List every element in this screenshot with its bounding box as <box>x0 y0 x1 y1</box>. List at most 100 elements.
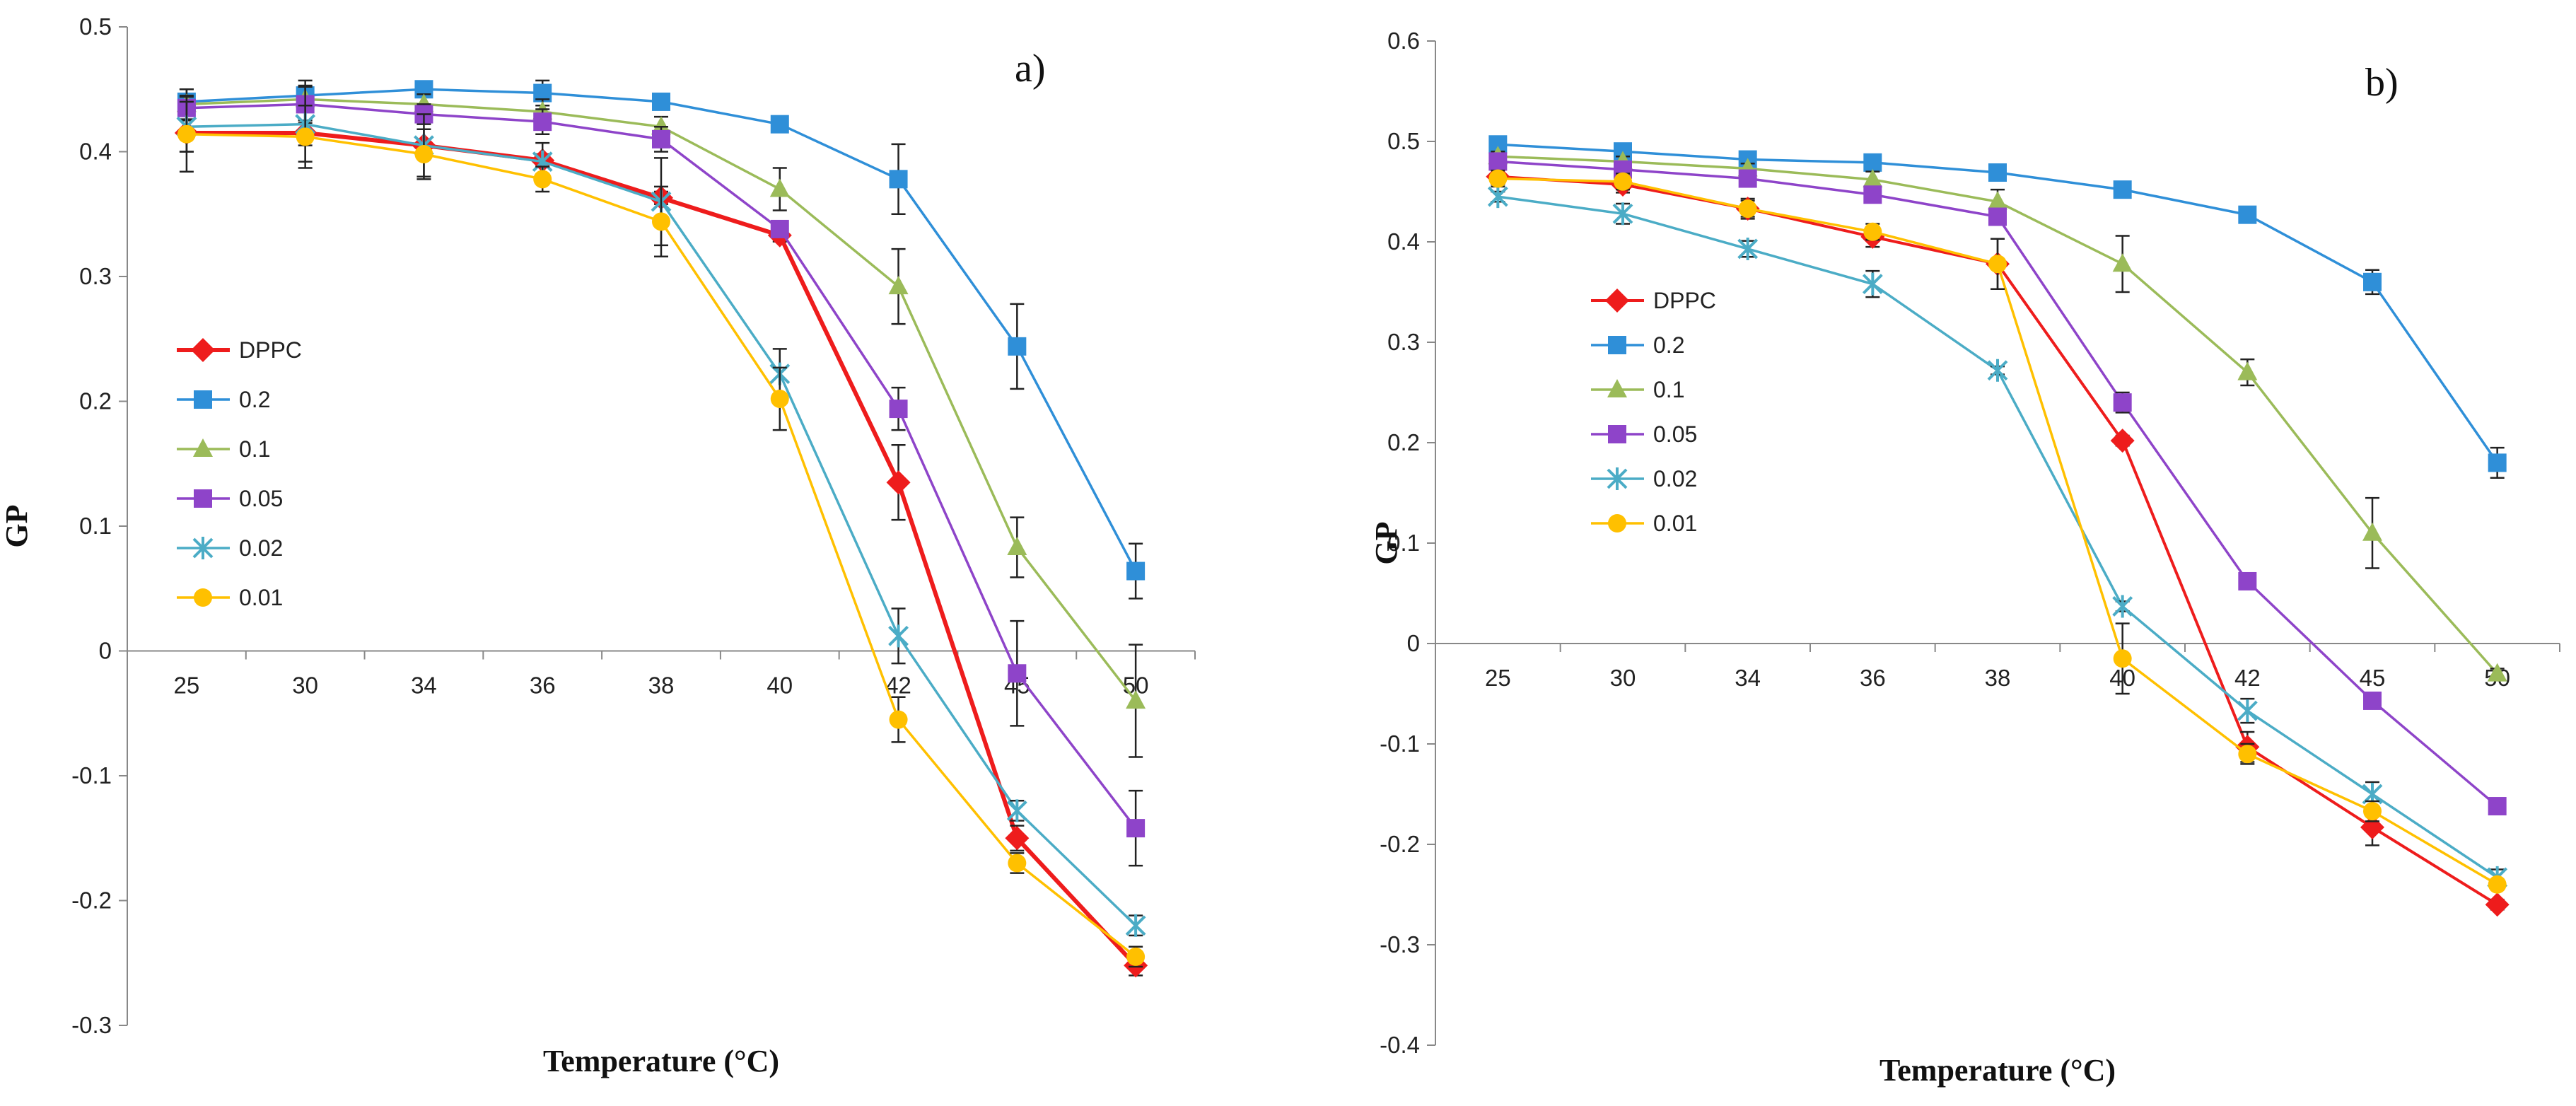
x-tick-label: 40 <box>767 673 793 699</box>
y-tick-label: 0 <box>99 638 112 664</box>
data-point <box>651 116 671 135</box>
x-tick-label: 34 <box>411 673 437 699</box>
data-point <box>1126 947 1146 966</box>
x-tick-label: 42 <box>2234 665 2261 691</box>
legend-label: DPPC <box>1653 288 1716 313</box>
data-point <box>1126 690 1146 709</box>
data-point <box>2488 875 2507 894</box>
data-point <box>1988 163 2007 182</box>
legend-item: DPPC <box>1591 288 1716 313</box>
data-point <box>1125 914 1146 937</box>
y-tick-label: -0.2 <box>1380 831 1420 857</box>
x-tick-label: 38 <box>1985 665 2011 691</box>
data-point <box>2112 595 2133 618</box>
legend-marker <box>193 438 213 457</box>
data-point <box>1738 199 1757 219</box>
data-point <box>1863 153 1882 172</box>
data-point <box>1488 169 1508 188</box>
data-point <box>1863 168 1883 187</box>
data-point <box>2363 802 2382 821</box>
y-tick-label: 0.5 <box>79 13 112 40</box>
data-point <box>1008 854 1027 873</box>
data-point <box>1005 826 1030 851</box>
data-point <box>2487 663 2507 682</box>
y-tick-label: 0.6 <box>1387 28 1420 54</box>
data-point <box>414 145 433 164</box>
series-line <box>1498 195 2498 879</box>
y-tick-label: 0.1 <box>1387 530 1420 556</box>
data-point <box>1614 172 1632 191</box>
legend-marker <box>1608 514 1626 532</box>
data-point <box>769 178 790 197</box>
panel-label: b) <box>2365 61 2399 105</box>
data-point <box>2237 699 2258 723</box>
series-0-1 <box>1488 146 2507 682</box>
x-tick-label: 30 <box>292 673 318 699</box>
legend-label: 0.2 <box>239 387 270 412</box>
series-line <box>186 131 1138 967</box>
y-tick-label: 0.4 <box>1387 228 1420 255</box>
y-tick-label: 0.5 <box>1387 128 1420 154</box>
data-point <box>1863 222 1882 241</box>
legend-label: 0.02 <box>239 535 283 561</box>
chart-panel-a: -0.3 -0.2 -0.1 0 0.1 0.2 0.3 0.4 0.5 25 30 34 36 38 40… <box>0 13 1196 1078</box>
legend-marker <box>1607 467 1628 490</box>
y-tick-label: -0.3 <box>1380 931 1420 957</box>
legend-label: 0.1 <box>239 436 270 462</box>
legend-item: 0.02 <box>1591 466 1697 491</box>
data-point <box>886 470 911 495</box>
data-point <box>1737 237 1759 260</box>
x-tick-label: 34 <box>1735 665 1761 691</box>
series-0-05 <box>1488 152 2507 816</box>
legend-marker <box>1608 336 1626 354</box>
y-tick-label: -0.4 <box>1380 1032 1420 1058</box>
y-tick-label: -0.3 <box>71 1012 112 1038</box>
legend-label: 0.02 <box>1653 466 1697 491</box>
legend-marker <box>194 588 212 607</box>
data-point <box>1487 185 1508 209</box>
data-point <box>1008 337 1027 356</box>
data-point <box>889 400 908 419</box>
legend-marker <box>192 537 214 559</box>
data-point <box>1126 561 1146 581</box>
data-point <box>2238 571 2257 590</box>
legend-label: 0.05 <box>1653 421 1697 447</box>
legend-label: 0.2 <box>1653 332 1684 358</box>
data-point <box>177 124 196 144</box>
data-point <box>533 170 552 189</box>
data-point <box>652 212 670 231</box>
legend-marker <box>194 390 212 409</box>
data-point <box>1488 152 1508 171</box>
data-point <box>888 276 909 295</box>
legend-marker <box>1608 425 1626 443</box>
x-tick-label: 38 <box>648 673 675 699</box>
x-tick-label: 25 <box>1485 665 1511 691</box>
data-point <box>889 170 908 189</box>
panel-label: a) <box>1015 47 1046 91</box>
y-axis-title: GP <box>1369 521 1404 564</box>
data-point <box>1007 537 1027 556</box>
legend-label: 0.01 <box>239 585 283 610</box>
series-0-02 <box>1487 185 2508 889</box>
data-point <box>2488 453 2507 472</box>
y-axis-title: GP <box>0 504 34 547</box>
legend-item: 0.1 <box>177 436 270 462</box>
data-point <box>770 389 789 408</box>
y-tick-label: 0 <box>1407 630 1420 656</box>
data-point <box>296 127 315 146</box>
data-point <box>1738 169 1757 188</box>
data-point <box>889 710 908 729</box>
series-0-01 <box>177 95 1146 968</box>
legend-item: 0.2 <box>1591 332 1684 358</box>
series-line <box>1498 155 2498 675</box>
x-tick-label: 36 <box>1860 665 1886 691</box>
series-0-01 <box>1488 169 2507 894</box>
data-point <box>1862 272 1883 296</box>
data-point <box>1988 255 2007 274</box>
legend-item: 0.02 <box>177 535 283 561</box>
data-point <box>888 624 909 648</box>
legend-label: 0.1 <box>1653 377 1684 402</box>
legend-marker <box>1605 289 1629 313</box>
data-point <box>2485 892 2510 917</box>
legend-item: 0.05 <box>177 486 283 511</box>
